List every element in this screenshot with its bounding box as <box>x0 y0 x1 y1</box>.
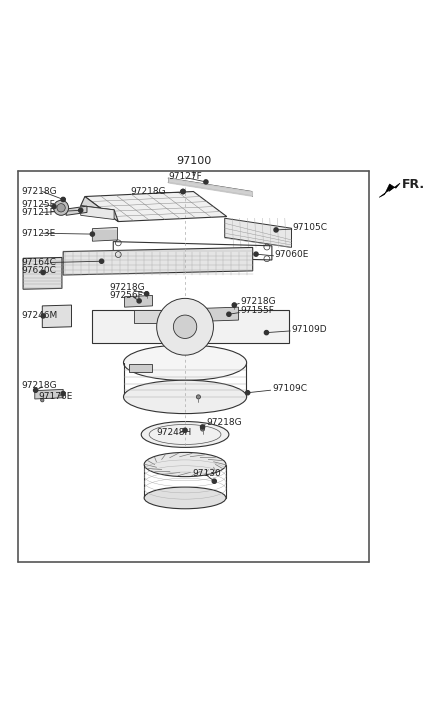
Text: 97125F: 97125F <box>22 199 55 209</box>
Text: 97620C: 97620C <box>22 266 56 276</box>
Text: 97109D: 97109D <box>292 325 327 334</box>
Text: 97105C: 97105C <box>293 223 328 232</box>
Circle shape <box>41 314 45 318</box>
Text: 97130: 97130 <box>193 469 221 478</box>
Ellipse shape <box>141 422 229 447</box>
Polygon shape <box>81 206 114 220</box>
Text: 97123E: 97123E <box>22 229 55 238</box>
Circle shape <box>212 479 216 483</box>
Circle shape <box>144 292 149 296</box>
Text: 97100: 97100 <box>176 156 211 166</box>
Polygon shape <box>63 247 253 275</box>
Polygon shape <box>42 305 71 328</box>
Text: 97218G: 97218G <box>206 418 242 427</box>
Text: 97121F: 97121F <box>22 208 55 217</box>
Circle shape <box>90 232 95 236</box>
Polygon shape <box>201 307 239 321</box>
Circle shape <box>61 391 65 395</box>
Polygon shape <box>125 295 153 307</box>
Circle shape <box>173 315 197 339</box>
Text: 97218G: 97218G <box>22 381 57 390</box>
Circle shape <box>200 425 205 429</box>
Ellipse shape <box>144 487 226 509</box>
Text: 97060E: 97060E <box>275 249 309 259</box>
Text: 97176E: 97176E <box>38 392 73 401</box>
Circle shape <box>57 204 65 212</box>
Circle shape <box>200 427 205 431</box>
Circle shape <box>232 303 237 307</box>
Polygon shape <box>85 191 227 222</box>
Circle shape <box>227 312 231 316</box>
Circle shape <box>61 197 65 201</box>
Text: 97127F: 97127F <box>169 172 202 181</box>
Circle shape <box>61 197 65 201</box>
Circle shape <box>181 189 185 194</box>
Polygon shape <box>81 196 118 222</box>
Circle shape <box>157 298 213 356</box>
Polygon shape <box>129 364 152 371</box>
Circle shape <box>40 398 44 402</box>
Polygon shape <box>23 257 62 289</box>
Circle shape <box>246 390 250 395</box>
Circle shape <box>79 208 83 212</box>
Polygon shape <box>35 390 63 399</box>
Text: 97164C: 97164C <box>22 258 56 267</box>
Circle shape <box>144 292 149 296</box>
Circle shape <box>254 252 258 256</box>
Text: 97218G: 97218G <box>240 297 276 306</box>
Text: 97218G: 97218G <box>22 187 57 196</box>
Text: 97218G: 97218G <box>131 187 166 196</box>
Ellipse shape <box>144 452 226 477</box>
Polygon shape <box>225 218 292 247</box>
Circle shape <box>137 299 141 303</box>
Polygon shape <box>66 206 87 215</box>
Text: 97256F: 97256F <box>109 292 143 300</box>
Circle shape <box>34 388 38 393</box>
Circle shape <box>264 331 269 334</box>
Text: 97246M: 97246M <box>22 311 58 321</box>
Circle shape <box>183 428 187 433</box>
Circle shape <box>52 204 56 209</box>
Circle shape <box>204 180 208 184</box>
Circle shape <box>232 303 237 307</box>
Polygon shape <box>134 310 168 324</box>
Circle shape <box>181 190 185 193</box>
Text: 97155F: 97155F <box>240 306 274 316</box>
Polygon shape <box>92 228 117 241</box>
Circle shape <box>99 259 104 263</box>
Text: 97218G: 97218G <box>109 283 145 292</box>
Ellipse shape <box>123 345 247 380</box>
Polygon shape <box>92 310 289 343</box>
Circle shape <box>197 395 200 399</box>
Polygon shape <box>379 183 400 197</box>
Text: 97248H: 97248H <box>157 428 192 438</box>
Text: FR.: FR. <box>402 178 425 191</box>
Circle shape <box>41 270 45 275</box>
Text: 97109C: 97109C <box>272 384 307 393</box>
Circle shape <box>54 200 69 215</box>
Ellipse shape <box>123 380 247 414</box>
Circle shape <box>274 228 278 232</box>
